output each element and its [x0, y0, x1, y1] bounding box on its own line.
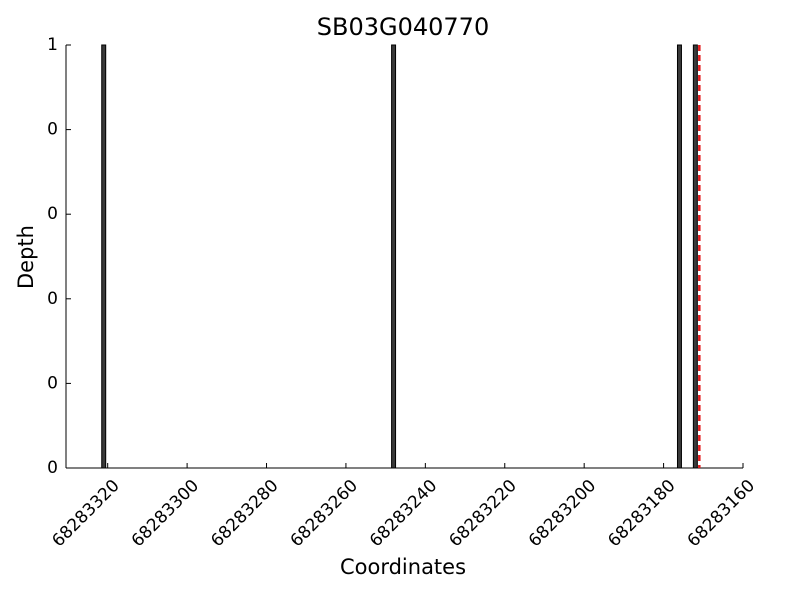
bar: [391, 44, 397, 469]
y-tick-label: 0: [47, 289, 58, 309]
bar: [101, 44, 107, 469]
bar: [692, 44, 698, 469]
y-tick-label: 1: [47, 35, 58, 55]
y-tick-label: 0: [47, 373, 58, 393]
y-tick-label: 0: [47, 204, 58, 224]
chart-title: SB03G040770: [317, 13, 489, 41]
bar: [676, 44, 682, 469]
y-tick-label: 0: [47, 120, 58, 140]
y-tick-label: 0: [47, 458, 58, 478]
x-axis-label: Coordinates: [340, 555, 466, 579]
y-axis-label: Depth: [14, 225, 38, 289]
